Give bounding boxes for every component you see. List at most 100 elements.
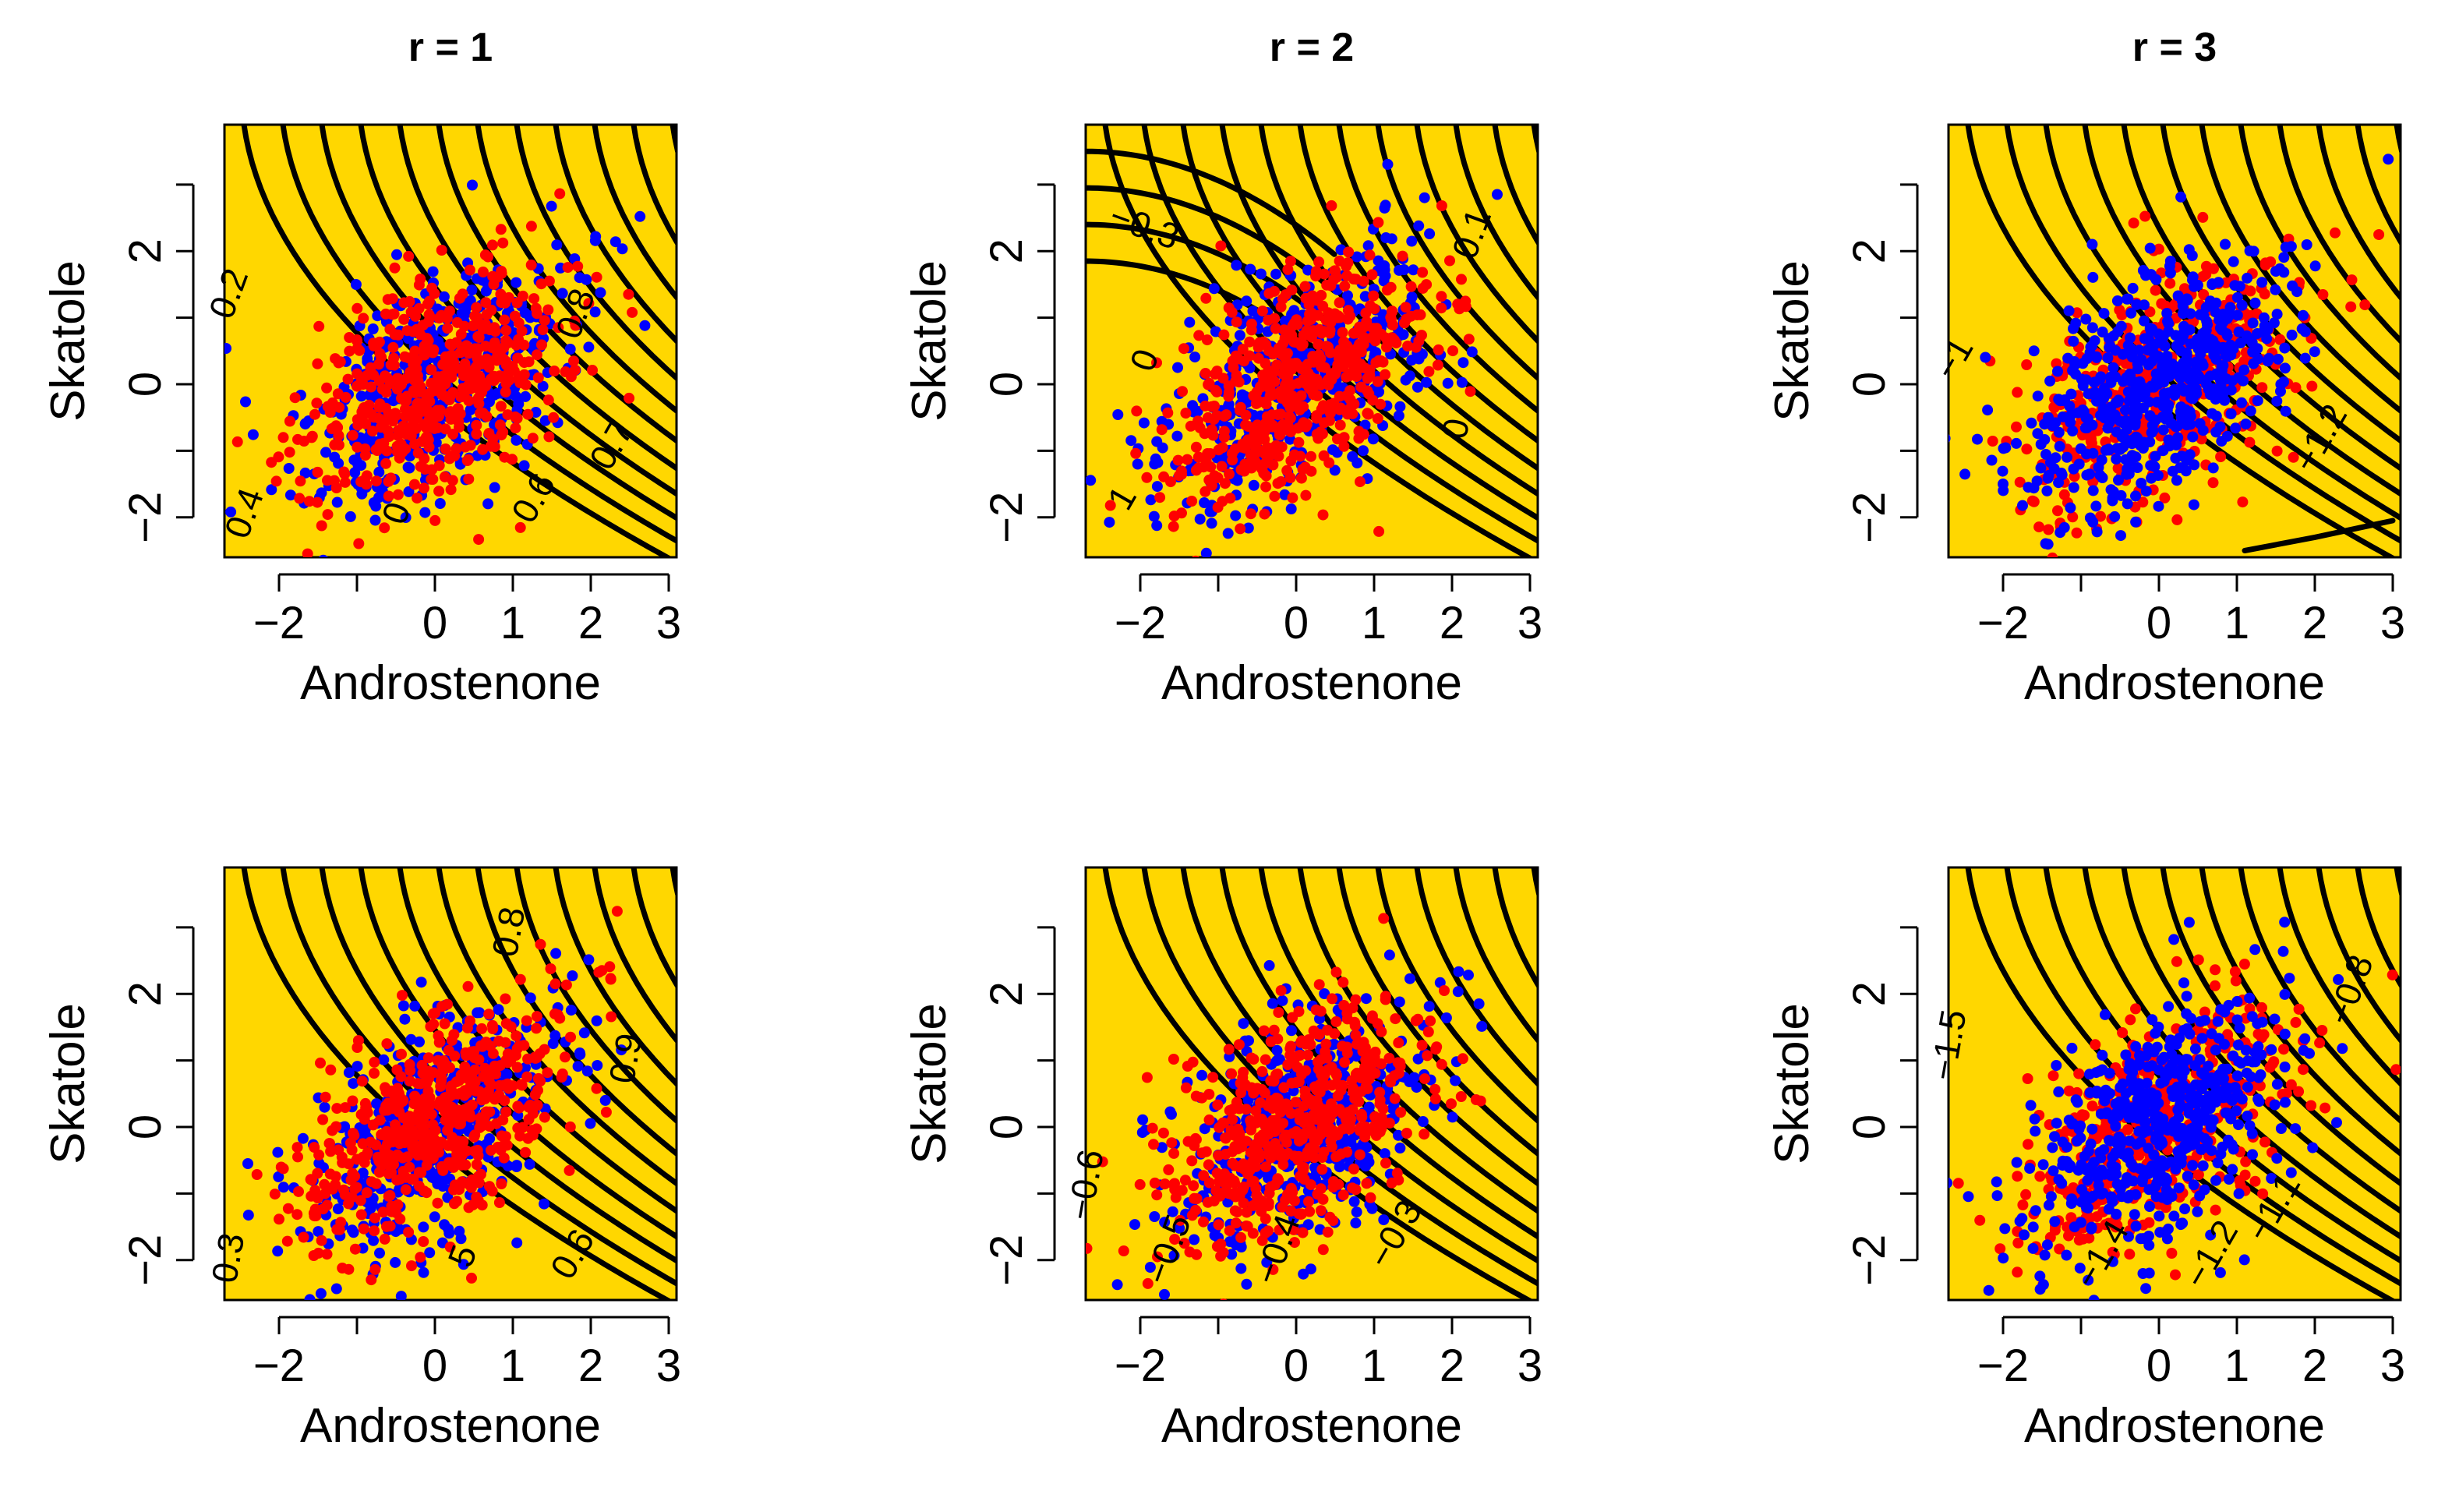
red-point xyxy=(277,1163,289,1175)
red-point xyxy=(1350,994,1362,1005)
blue-point xyxy=(2068,482,2079,493)
blue-point xyxy=(2052,366,2063,377)
blue-point xyxy=(424,1247,436,1259)
red-point xyxy=(462,346,474,358)
red-point xyxy=(1330,366,1342,377)
blue-point xyxy=(1138,417,1150,429)
red-point xyxy=(549,978,561,990)
red-point xyxy=(358,475,369,486)
blue-point xyxy=(458,1259,469,1270)
red-point xyxy=(2200,269,2212,281)
contour-line xyxy=(631,125,677,247)
panel-1-1: 0.2 0.80.70.60.4 0−2 0 1 2 3Androstenone−202Sk… xyxy=(41,25,681,710)
red-point xyxy=(1199,428,1210,440)
red-point xyxy=(500,1131,511,1143)
red-point xyxy=(1337,1040,1348,1052)
contour-line xyxy=(592,125,677,302)
red-point xyxy=(471,428,482,440)
red-point xyxy=(406,1260,417,1272)
red-point xyxy=(1319,1069,1330,1080)
red-point xyxy=(1368,290,1380,302)
blue-point xyxy=(1411,381,1423,393)
blue-point xyxy=(537,380,549,392)
blue-point xyxy=(2183,244,2195,256)
blue-point xyxy=(2153,500,2164,512)
red-point xyxy=(1208,1195,1220,1206)
blue-point xyxy=(2094,469,2106,481)
red-point xyxy=(1332,433,1343,445)
red-point xyxy=(1357,1045,1369,1057)
red-point xyxy=(330,1121,342,1132)
blue-point xyxy=(2178,320,2189,332)
red-point xyxy=(439,471,450,482)
x-tick-label: −2 xyxy=(1115,598,1166,648)
red-point xyxy=(1269,444,1281,456)
red-point xyxy=(292,1151,303,1163)
red-point xyxy=(2306,380,2318,392)
blue-point xyxy=(2140,486,2152,497)
red-point xyxy=(517,290,528,302)
red-point xyxy=(591,271,602,283)
blue-point xyxy=(1302,1219,1314,1231)
blue-point xyxy=(567,970,578,981)
red-point xyxy=(507,454,518,465)
blue-point xyxy=(574,1047,585,1058)
red-point xyxy=(1235,1231,1247,1243)
blue-point xyxy=(348,1078,359,1090)
red-point xyxy=(1362,408,1373,419)
red-point xyxy=(339,476,351,488)
red-point xyxy=(1229,443,1241,454)
red-point xyxy=(1316,428,1328,440)
blue-point xyxy=(1184,316,1196,328)
blue-point xyxy=(2204,370,2216,382)
blue-point xyxy=(1949,433,1951,443)
red-point xyxy=(496,267,507,279)
blue-point xyxy=(2000,442,2012,454)
blue-point xyxy=(273,1171,284,1182)
red-point xyxy=(445,484,457,496)
blue-point xyxy=(344,510,356,522)
blue-point xyxy=(1962,560,1973,571)
blue-point xyxy=(1237,390,1248,402)
blue-point xyxy=(332,1203,344,1215)
red-point xyxy=(355,1195,366,1206)
red-point xyxy=(440,423,451,435)
blue-point xyxy=(2234,281,2245,292)
red-point xyxy=(1416,1040,1428,1051)
blue-point xyxy=(1408,264,1419,276)
red-point xyxy=(415,274,426,284)
blue-point xyxy=(1145,494,1157,506)
red-point xyxy=(495,224,507,235)
red-point xyxy=(352,302,363,314)
blue-point xyxy=(333,457,344,469)
red-point xyxy=(291,1209,303,1221)
blue-point xyxy=(2236,397,2248,408)
blue-point xyxy=(1199,497,1210,508)
red-point xyxy=(1335,402,1346,414)
x-tick-label: 2 xyxy=(1440,598,1464,648)
red-point xyxy=(1380,369,1391,380)
y-axis-label: Skatole xyxy=(1765,260,1819,422)
blue-point xyxy=(524,1158,535,1170)
red-point xyxy=(2137,496,2149,508)
blue-point xyxy=(2125,307,2137,319)
red-point xyxy=(1209,401,1220,412)
blue-point xyxy=(1208,283,1220,295)
red-point xyxy=(358,1223,369,1235)
red-point xyxy=(330,1171,341,1182)
red-point xyxy=(2330,227,2341,238)
blue-point xyxy=(2110,371,2121,383)
red-point xyxy=(293,1185,304,1197)
red-point xyxy=(1218,431,1230,443)
red-point xyxy=(422,299,433,310)
blue-point xyxy=(1189,1234,1200,1245)
panel-title: r = 3 xyxy=(2132,25,2217,70)
blue-point xyxy=(348,454,360,466)
red-point xyxy=(407,326,419,337)
red-point xyxy=(562,262,574,274)
red-point xyxy=(343,1263,355,1275)
blue-point xyxy=(2087,271,2099,283)
red-point xyxy=(480,1037,492,1048)
blue-point xyxy=(2271,309,2283,320)
blue-point xyxy=(2137,402,2149,414)
